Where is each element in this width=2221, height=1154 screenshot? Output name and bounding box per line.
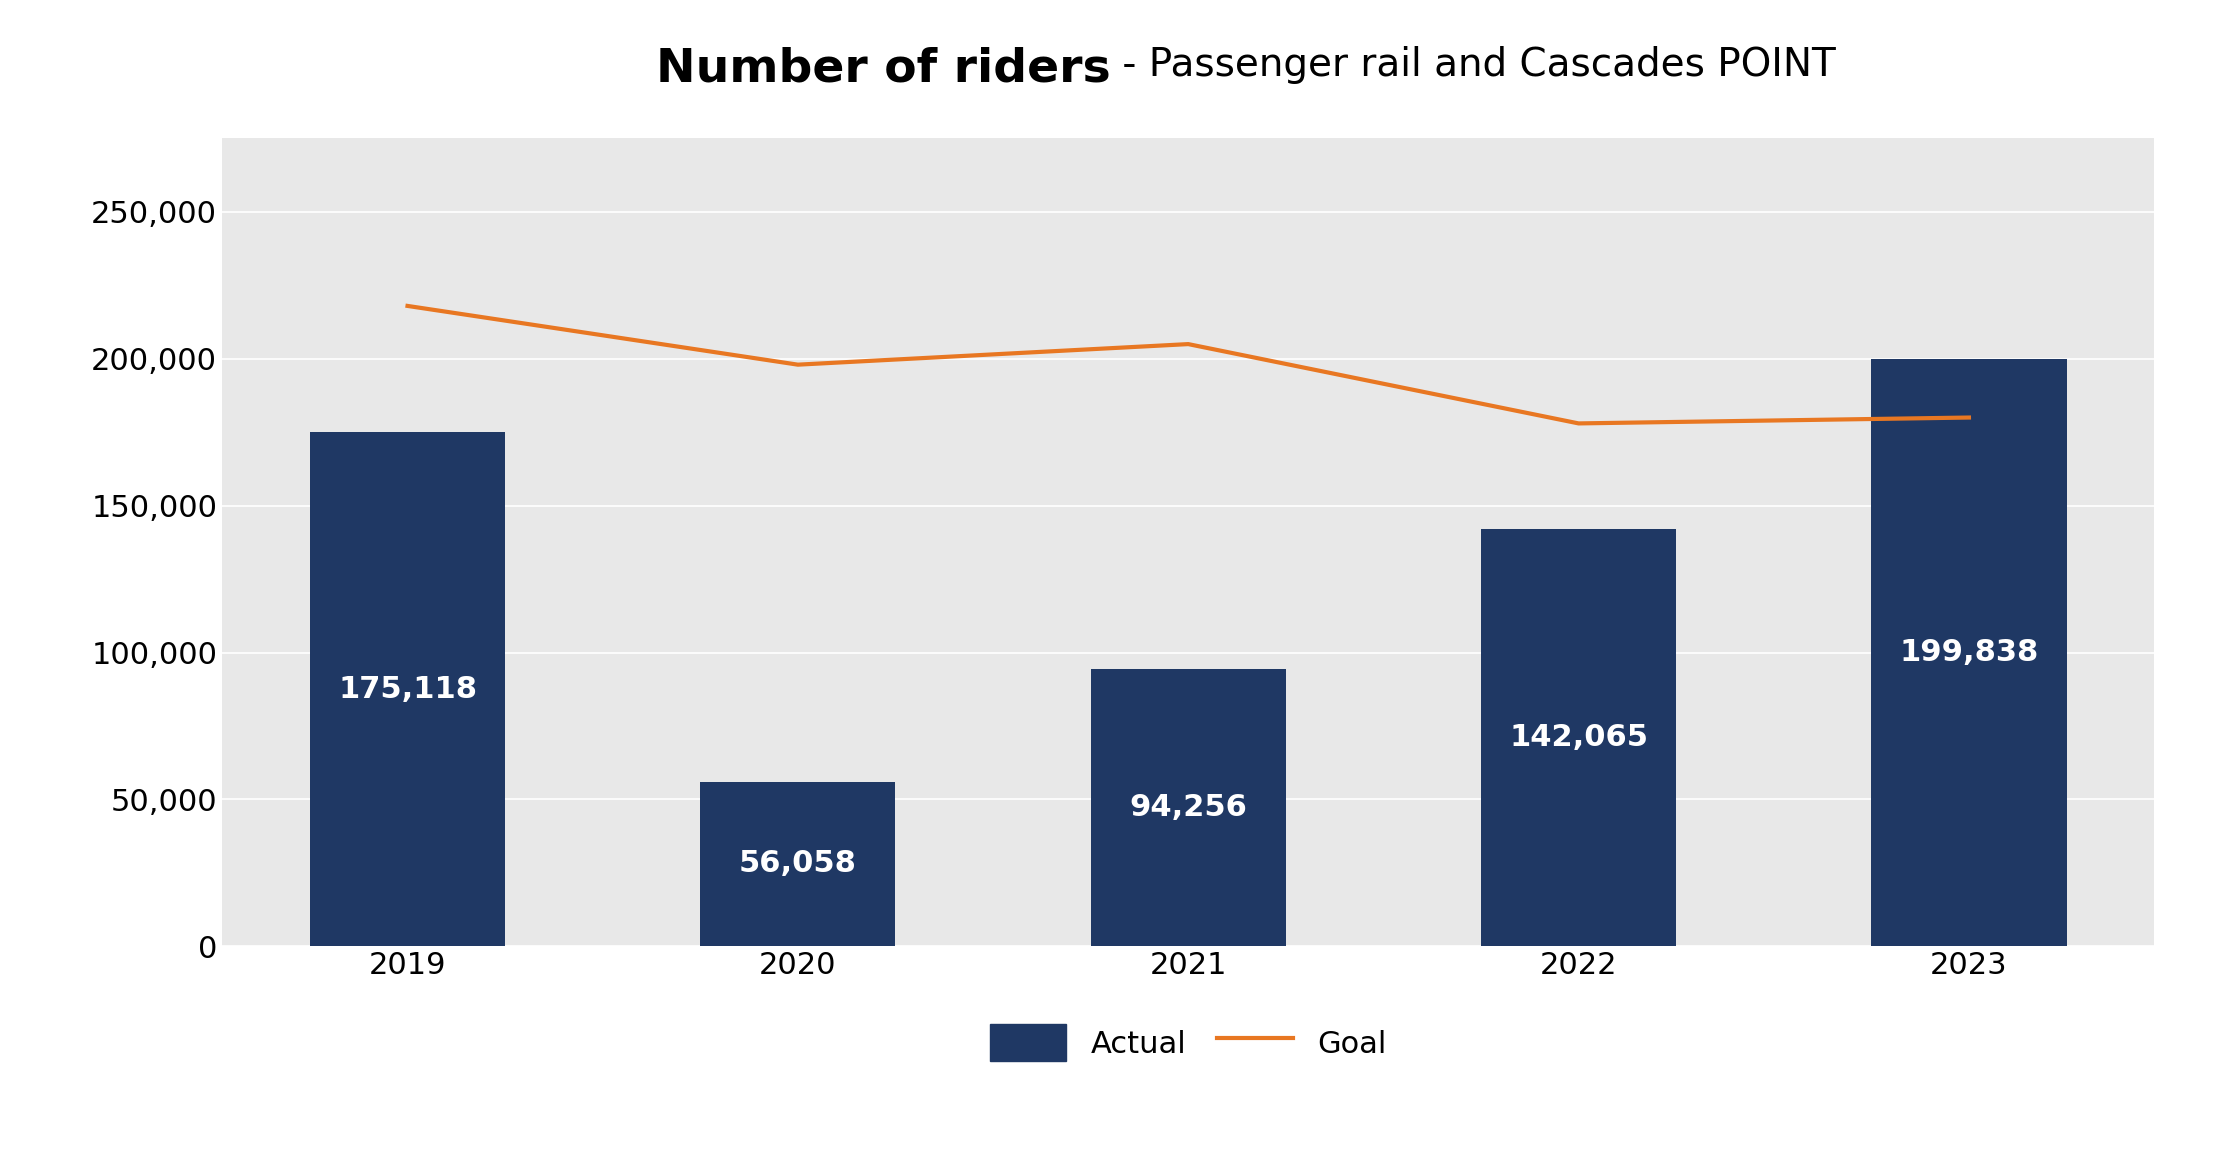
Text: 199,838: 199,838: [1899, 638, 2039, 667]
Text: Number of riders: Number of riders: [655, 46, 1110, 91]
Text: 175,118: 175,118: [338, 675, 478, 704]
Bar: [1872, 359, 2066, 946]
Text: 56,058: 56,058: [740, 849, 857, 878]
Text: 94,256: 94,256: [1128, 793, 1248, 823]
Text: - Passenger rail and Cascades POINT: - Passenger rail and Cascades POINT: [1110, 46, 1837, 84]
Bar: [700, 781, 895, 946]
Text: 142,065: 142,065: [1508, 724, 1648, 752]
Bar: [1091, 669, 1286, 946]
Legend: Actual, Goal: Actual, Goal: [975, 1009, 1401, 1077]
Bar: [311, 432, 504, 946]
Bar: [1481, 529, 1677, 946]
